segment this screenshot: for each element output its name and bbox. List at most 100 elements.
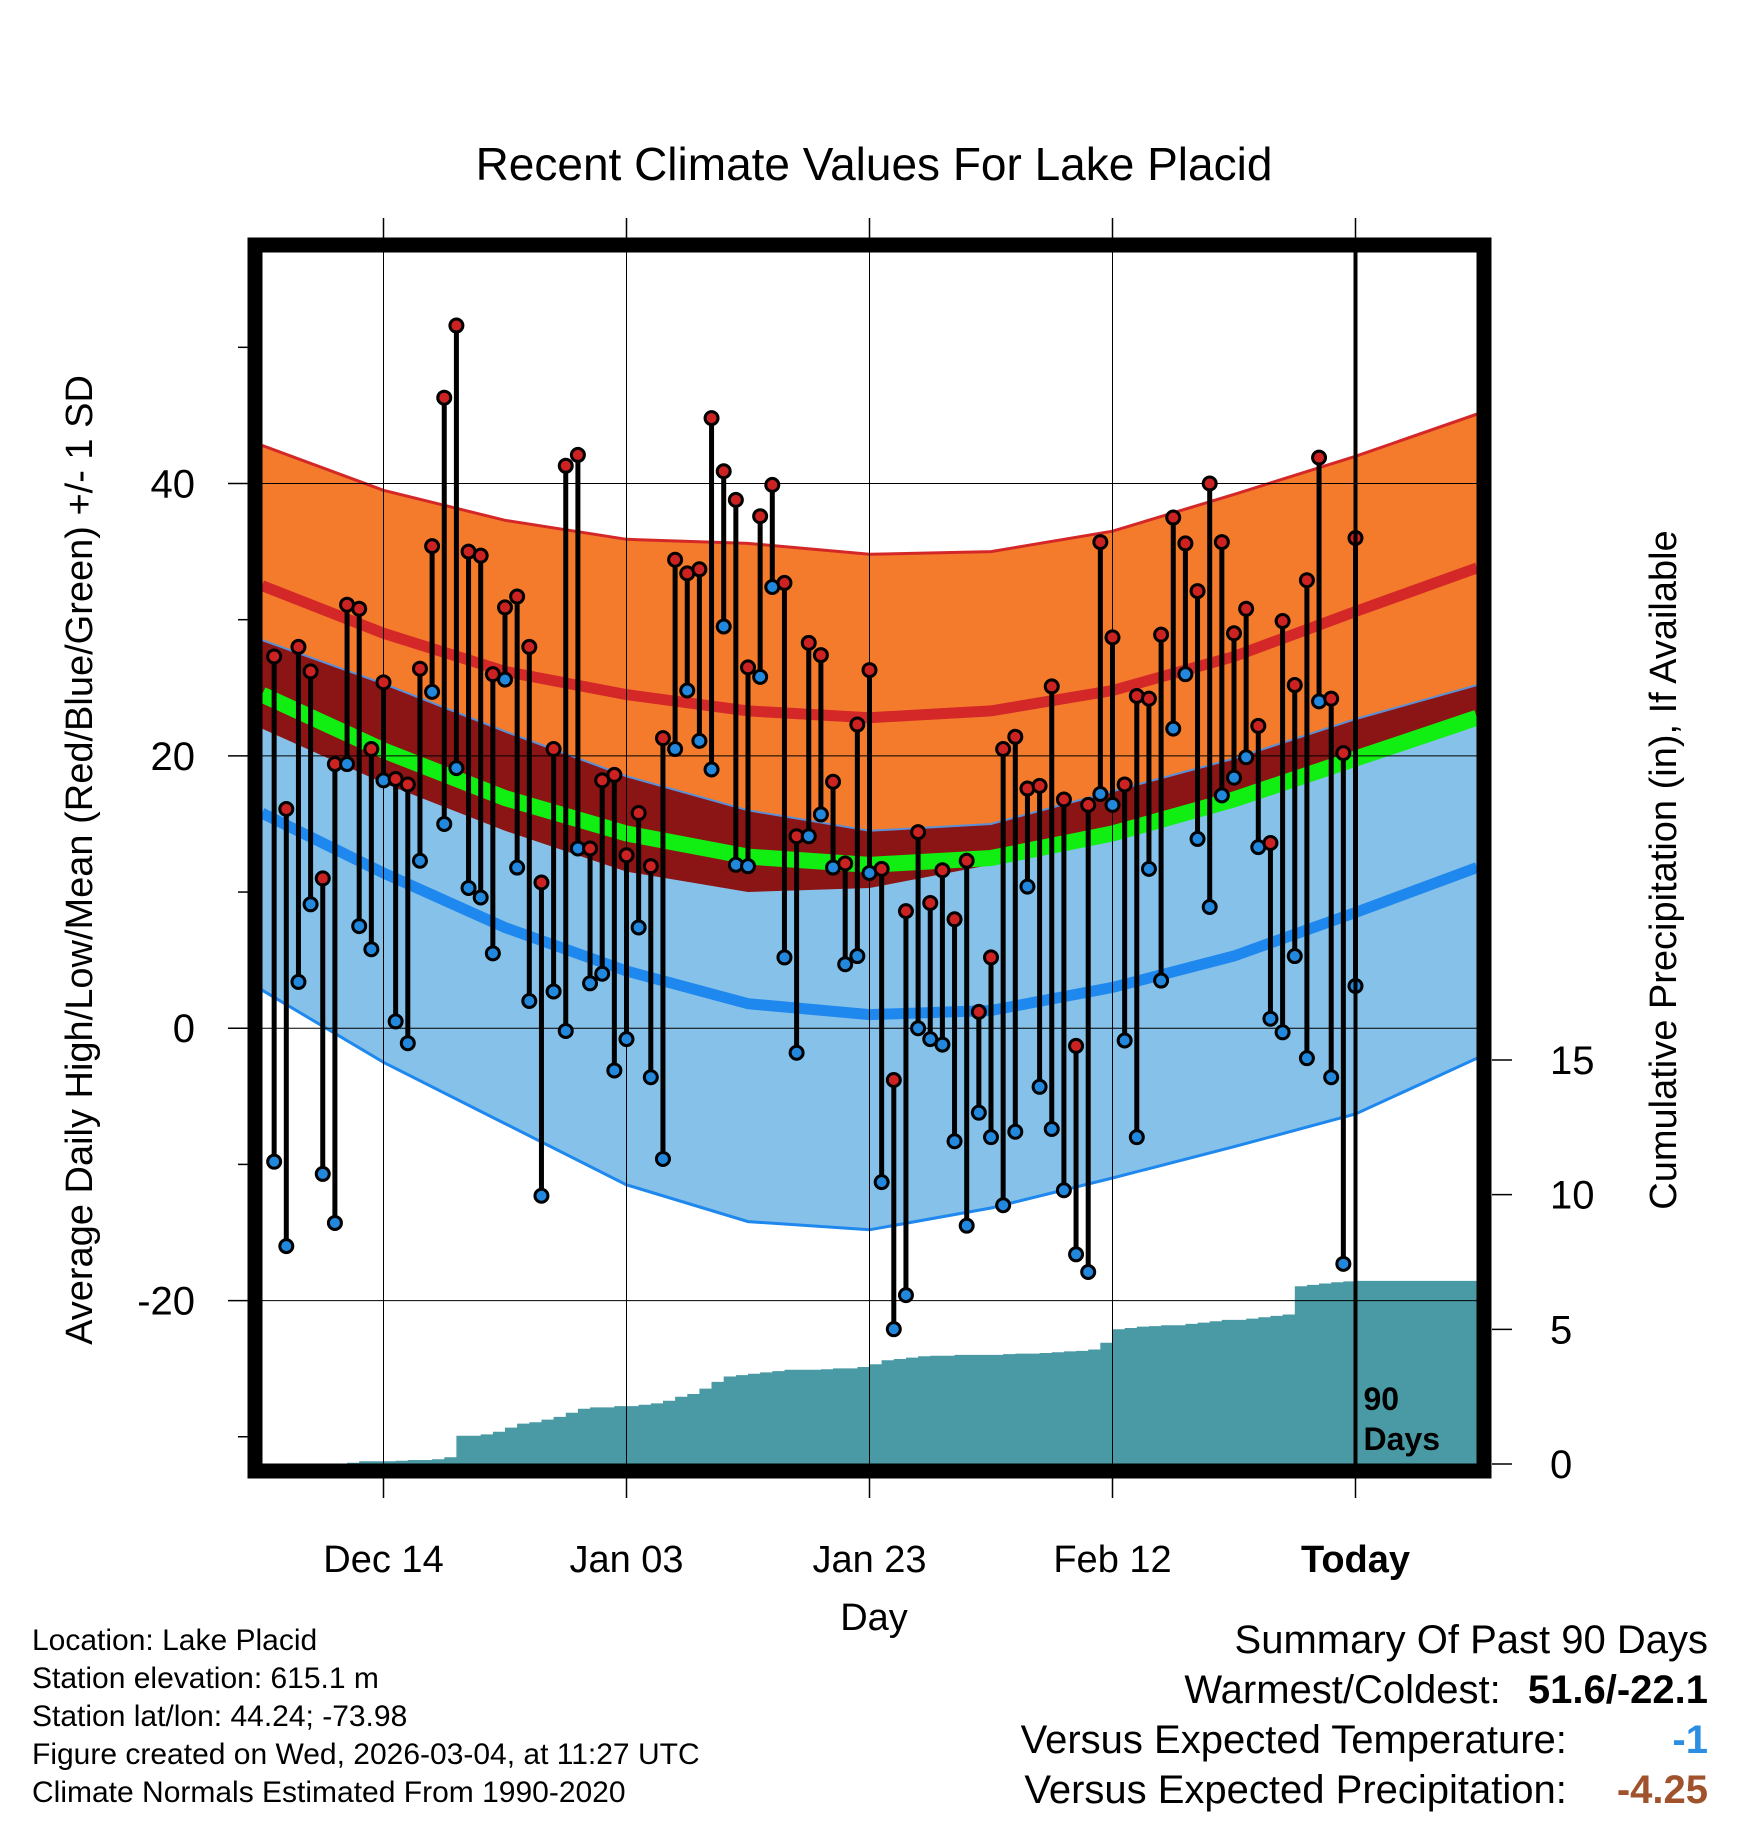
daily-high-point: [1007, 728, 1024, 745]
daily-low-point: [788, 1044, 805, 1061]
y-tick-label: 40: [151, 463, 196, 507]
x-axis-label: Day: [840, 1597, 908, 1639]
daily-low-point: [582, 975, 599, 992]
daily-low-point: [266, 1153, 283, 1170]
daily-low-point: [630, 919, 647, 936]
daily-high-point: [910, 824, 927, 841]
daily-low-point: [1226, 769, 1242, 786]
daily-high-point: [630, 805, 647, 822]
daily-low-point: [1213, 787, 1230, 804]
daily-low-point: [1323, 1069, 1340, 1086]
daily-low-point: [691, 732, 708, 749]
daily-low-point: [1043, 1120, 1060, 1137]
normals-period-text: Climate Normals Estimated From 1990-2020: [32, 1776, 626, 1809]
daily-low-point: [521, 992, 538, 1009]
daily-low-point: [752, 668, 769, 685]
daily-high-point: [1055, 791, 1072, 808]
daily-high-point: [290, 638, 307, 655]
daily-low-point: [399, 1035, 416, 1052]
daily-high-point: [1140, 690, 1157, 707]
daily-high-point: [569, 446, 586, 463]
daily-low-point: [897, 1287, 914, 1304]
daily-low-point: [776, 949, 793, 966]
precipitation-label: Versus Expected Precipitation:: [1024, 1768, 1567, 1812]
daily-low-point: [654, 1150, 671, 1167]
station-info: Location: Lake Placid Station elevation:…: [32, 1622, 700, 1812]
daily-low-point: [411, 852, 428, 869]
daily-high-point: [970, 1003, 987, 1020]
daily-high-point: [958, 852, 975, 869]
daily-low-point: [472, 889, 489, 906]
daily-high-point: [776, 574, 793, 591]
daily-high-point: [521, 638, 538, 655]
today-label-number: 90: [1364, 1381, 1400, 1417]
daily-low-point: [1007, 1123, 1024, 1140]
daily-high-point: [764, 476, 781, 493]
daily-low-point: [1140, 860, 1157, 877]
daily-low-point: [679, 682, 696, 699]
created-text: Figure created on Wed, 2026-03-04, at 11…: [32, 1738, 700, 1771]
daily-low-point: [642, 1069, 659, 1086]
x-tick-label: Feb 12: [1053, 1539, 1171, 1581]
daily-low-point: [290, 973, 307, 990]
daily-high-point: [825, 773, 842, 790]
daily-high-point: [1116, 776, 1133, 793]
daily-low-point: [958, 1217, 975, 1234]
summary-temperature: Versus Expected Temperature: -1: [1021, 1718, 1708, 1763]
daily-low-point: [557, 1022, 574, 1039]
daily-high-point: [314, 870, 331, 887]
daily-low-point: [1080, 1263, 1097, 1280]
daily-low-point: [910, 1020, 927, 1037]
y2-axis-label: Cumulative Precipitation (in), If Availa…: [1643, 530, 1685, 1209]
daily-high-point: [642, 858, 659, 875]
daily-low-point: [326, 1214, 343, 1231]
daily-low-point: [1153, 972, 1170, 989]
daily-low-point: [1104, 796, 1121, 813]
daily-high-point: [302, 663, 319, 680]
daily-high-point: [375, 674, 392, 691]
daily-high-point: [1335, 745, 1352, 762]
daily-high-point: [1080, 796, 1097, 813]
daily-high-point: [351, 600, 368, 617]
daily-low-point: [424, 683, 441, 700]
daily-low-point: [1262, 1010, 1279, 1027]
daily-high-point: [1226, 625, 1242, 642]
daily-low-point: [594, 965, 611, 982]
daily-low-point: [302, 896, 319, 913]
daily-high-point: [1068, 1037, 1085, 1054]
y-tick-label: 0: [173, 1007, 195, 1051]
daily-high-point: [533, 874, 550, 891]
x-tick-label: Today: [1301, 1539, 1410, 1581]
daily-high-point: [1286, 677, 1303, 694]
daily-low-point: [1274, 1024, 1291, 1041]
daily-high-point: [1153, 626, 1170, 643]
daily-high-point: [618, 847, 635, 864]
daily-low-point: [545, 983, 562, 1000]
daily-low-point: [740, 858, 756, 875]
daily-low-point: [278, 1238, 295, 1255]
daily-low-point: [363, 941, 380, 958]
x-tick-label: Dec 14: [323, 1539, 443, 1581]
daily-low-point: [484, 945, 501, 962]
daily-high-point: [897, 903, 914, 920]
daily-low-point: [618, 1031, 635, 1048]
daily-low-point: [1189, 830, 1206, 847]
daily-high-point: [1323, 690, 1340, 707]
summary-precipitation: Versus Expected Precipitation: -4.25: [1024, 1768, 1708, 1813]
daily-high-point: [1274, 613, 1291, 630]
daily-high-point: [545, 741, 562, 758]
daily-low-point: [1335, 1255, 1352, 1272]
precipitation-value: -4.25: [1616, 1768, 1708, 1812]
daily-low-point: [715, 618, 732, 635]
daily-high-point: [849, 716, 866, 733]
daily-high-point: [363, 741, 380, 758]
daily-low-point: [946, 1133, 963, 1150]
plot-area: 90 Days: [262, 252, 1477, 1464]
daily-low-point: [800, 828, 817, 845]
daily-low-point: [1298, 1050, 1315, 1067]
daily-high-point: [1298, 572, 1315, 589]
daily-low-point: [934, 1036, 951, 1053]
x-tick-label: Jan 23: [812, 1539, 926, 1581]
daily-low-point: [1177, 666, 1194, 683]
